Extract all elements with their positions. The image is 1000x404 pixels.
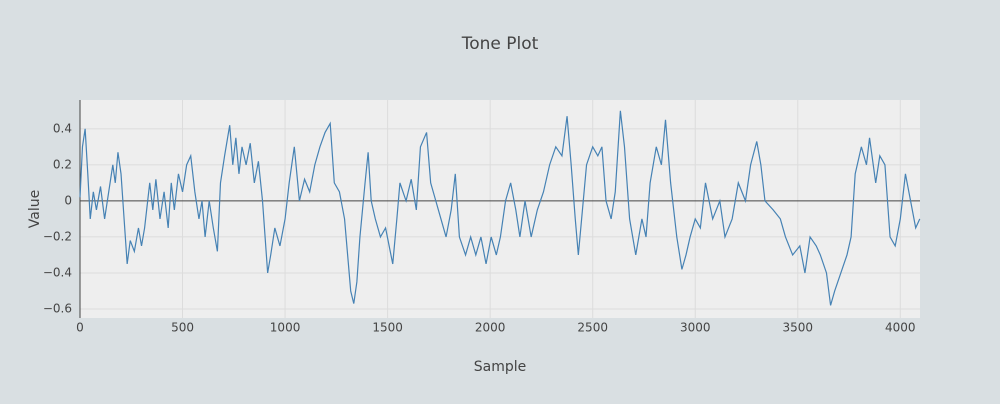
x-tick-label: 1500	[372, 321, 403, 335]
y-axis-label: Value	[27, 190, 43, 228]
y-tick-label: 0.2	[53, 157, 72, 171]
y-tick-label: 0	[64, 193, 72, 207]
x-tick-label: 1000	[270, 321, 301, 335]
y-tick-label: 0.4	[53, 121, 72, 135]
chart-title: Tone Plot	[461, 34, 539, 54]
y-tick-label: −0.4	[43, 265, 72, 279]
y-tick-label: −0.2	[43, 229, 72, 243]
x-tick-label: 2000	[475, 321, 506, 335]
x-tick-label: 0	[76, 321, 84, 335]
x-tick-label: 3000	[680, 321, 711, 335]
x-tick-label: 500	[171, 321, 194, 335]
x-tick-label: 3500	[783, 321, 814, 335]
y-tick-label: −0.6	[43, 301, 72, 315]
plot-area	[80, 100, 920, 318]
x-axis-label: Sample	[474, 359, 527, 375]
x-tick-label: 4000	[885, 321, 916, 335]
x-tick-label: 2500	[577, 321, 608, 335]
line-series	[79, 110, 921, 306]
